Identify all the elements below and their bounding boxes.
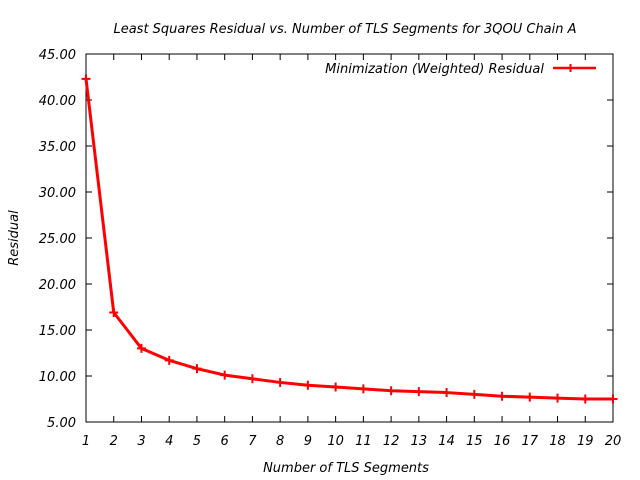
x-axis-label: Number of TLS Segments [263,461,429,476]
y-tick-label: 5.00 [47,416,76,431]
x-tick-label: 4 [165,434,173,449]
x-tick-label: 16 [494,434,511,449]
x-tick-label: 15 [466,434,483,449]
x-tick-label: 19 [577,434,594,449]
series-layer [81,74,618,404]
x-tick-label: 18 [549,434,566,449]
data-point [109,308,119,318]
y-tick-label: 40.00 [39,94,76,109]
data-point [81,74,91,84]
x-tick-label: 11 [355,434,372,449]
plot-frame [85,53,614,423]
x-tick-label: 17 [522,434,539,449]
tick-labels: 1 2 3 4 5 6 7 8 9 10 11 12 13 14 15 16 17 18 19 205.0010.00… [39,48,621,449]
data-point [386,386,396,396]
x-tick-label: 13 [411,434,428,449]
x-tick-label: 14 [438,434,455,449]
data-point [358,384,368,394]
x-tick-label: 12 [383,434,400,449]
y-tick-label: 30.00 [39,186,76,201]
data-point [442,388,452,398]
data-point [192,364,202,374]
legend-marker [566,64,575,72]
data-point [580,394,590,404]
y-tick-label: 10.00 [39,370,76,385]
x-tick-label: 9 [304,434,312,449]
x-tick-label: 8 [276,434,284,449]
data-point [164,355,174,365]
data-point [303,380,313,390]
data-point [220,370,230,380]
x-tick-label: 10 [327,434,344,449]
y-tick-label: 20.00 [39,278,76,293]
y-tick-label: 25.00 [39,232,76,247]
y-tick-label: 15.00 [39,324,76,339]
data-point [497,391,507,401]
data-point [247,374,257,384]
y-tick-label: 45.00 [39,48,76,63]
legend-label: Minimization (Weighted) Residual [325,62,544,77]
x-tick-label: 1 [82,434,90,449]
data-point [469,389,479,399]
data-point [136,343,146,353]
x-tick-label: 3 [137,434,145,449]
axis-ticks [85,53,614,423]
x-tick-label: 7 [248,434,257,449]
x-tick-label: 20 [605,434,622,449]
data-point [275,377,285,387]
x-tick-label: 2 [110,434,118,449]
y-axis-label: Residual [7,210,22,266]
data-point [414,387,424,397]
data-point [525,392,535,402]
x-tick-label: 6 [221,434,229,449]
y-tick-label: 35.00 [39,140,76,155]
series-line [84,78,613,401]
data-point [608,394,618,404]
chart-title: Least Squares Residual vs. Number of TLS… [113,22,576,37]
data-point [331,382,341,392]
x-tick-label: 5 [193,434,201,449]
data-point [553,393,563,403]
legend: Minimization (Weighted) Residual [325,62,596,77]
